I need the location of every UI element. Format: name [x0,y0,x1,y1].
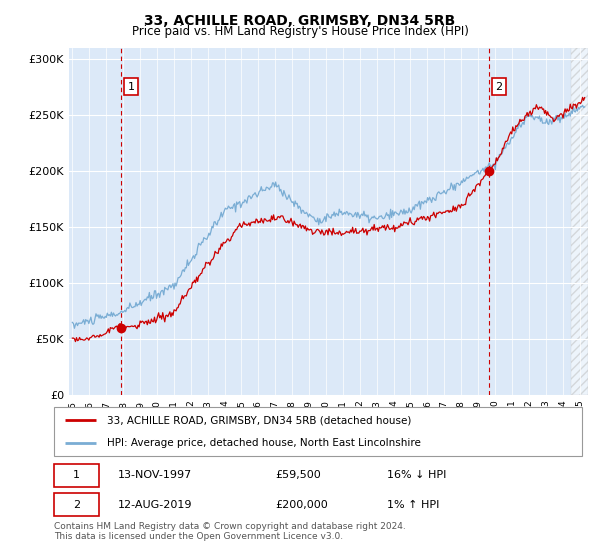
Text: 33, ACHILLE ROAD, GRIMSBY, DN34 5RB: 33, ACHILLE ROAD, GRIMSBY, DN34 5RB [145,14,455,28]
FancyBboxPatch shape [54,407,582,456]
FancyBboxPatch shape [54,493,99,516]
Text: Contains HM Land Registry data © Crown copyright and database right 2024.
This d: Contains HM Land Registry data © Crown c… [54,522,406,542]
Text: £200,000: £200,000 [276,500,329,510]
Text: 2: 2 [73,500,80,510]
FancyBboxPatch shape [54,464,99,487]
Text: 2: 2 [496,82,502,92]
Text: 1: 1 [128,82,134,92]
Text: HPI: Average price, detached house, North East Lincolnshire: HPI: Average price, detached house, Nort… [107,438,421,448]
Text: 16% ↓ HPI: 16% ↓ HPI [386,470,446,480]
Text: 1: 1 [73,470,80,480]
Text: £59,500: £59,500 [276,470,322,480]
Text: 33, ACHILLE ROAD, GRIMSBY, DN34 5RB (detached house): 33, ACHILLE ROAD, GRIMSBY, DN34 5RB (det… [107,416,411,426]
Text: 13-NOV-1997: 13-NOV-1997 [118,470,191,480]
Text: 1% ↑ HPI: 1% ↑ HPI [386,500,439,510]
Text: 12-AUG-2019: 12-AUG-2019 [118,500,192,510]
Text: Price paid vs. HM Land Registry's House Price Index (HPI): Price paid vs. HM Land Registry's House … [131,25,469,38]
